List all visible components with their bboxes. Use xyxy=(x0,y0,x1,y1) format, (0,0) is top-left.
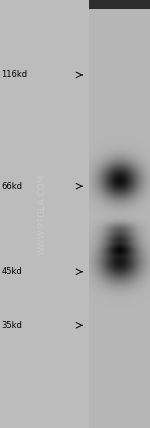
Text: 45kd: 45kd xyxy=(2,267,22,276)
Text: 116kd: 116kd xyxy=(2,70,28,80)
Text: 66kd: 66kd xyxy=(2,181,22,191)
Text: WWW.PTGLA.COM: WWW.PTGLA.COM xyxy=(38,173,46,255)
Text: 35kd: 35kd xyxy=(2,321,22,330)
